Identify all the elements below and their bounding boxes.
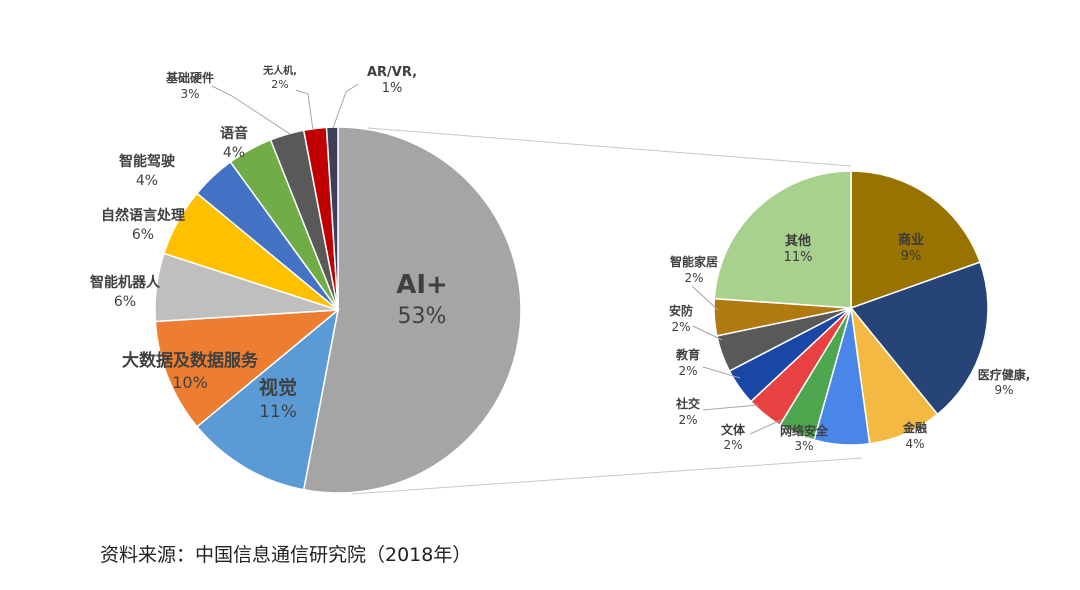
main-label-pct-6: 4% — [223, 145, 245, 161]
main-label-name-6: 语音 — [220, 125, 248, 142]
sub-label-2: 金融 4% — [902, 420, 927, 451]
sub-label-0: 商业9% — [898, 232, 924, 264]
leader-安防 — [692, 325, 723, 341]
main-label-2: 大数据及数据服务 10% — [122, 350, 259, 392]
sub-label-pct-0: 9% — [901, 249, 922, 264]
main-label-1: 视觉 11% — [259, 376, 297, 422]
sub-label-pct-9: 11% — [784, 250, 813, 265]
main-label-pct-2: 10% — [172, 373, 208, 392]
main-label-pct-0: 53% — [398, 304, 447, 329]
main-pie-slice-1 — [195, 308, 340, 491]
main-label-pct-7: 3% — [180, 87, 199, 101]
sub-label-pct-2: 4% — [905, 437, 924, 451]
sub-pie-slice-9 — [713, 170, 852, 309]
main-label-name-1: 视觉 — [259, 376, 297, 399]
main-label-pct-4: 6% — [132, 227, 154, 243]
main-label-pct-9: 1% — [382, 81, 403, 96]
sub-label-pct-5: 2% — [678, 413, 697, 427]
source-note: 资料来源：中国信息通信研究院（2018年） — [100, 544, 472, 566]
leader-基础硬件 — [211, 85, 291, 135]
leader-arvr — [332, 83, 359, 129]
main-label-3: 智能机器人 6% — [89, 274, 161, 310]
leader-网络安全 — [805, 429, 809, 439]
sub-label-name-4: 文体 — [721, 422, 746, 437]
main-label-pct-1: 11% — [259, 402, 297, 422]
main-label-name-4: 自然语言处理 — [101, 207, 185, 224]
main-label-name-7: 基础硬件 — [165, 70, 214, 85]
main-label-name-3: 智能机器人 — [89, 274, 161, 291]
sub-label-8: 智能家居 2% — [669, 254, 718, 285]
sub-label-pct-6: 2% — [678, 364, 697, 378]
sub-label-5: 社交 2% — [675, 396, 700, 427]
leader-社交 — [702, 404, 759, 411]
leader-文体 — [749, 419, 782, 435]
main-label-9: AR/VR,1% — [367, 65, 417, 96]
main-label-6: 语音 4% — [220, 125, 248, 161]
sub-label-name-9: 其他 — [785, 233, 811, 249]
main-pie-slice-0 — [302, 126, 522, 494]
sub-label-name-8: 智能家居 — [669, 254, 718, 269]
leader-智能家居 — [691, 285, 719, 311]
leader-教育 — [702, 366, 741, 379]
sub-label-4: 文体2% — [721, 422, 746, 452]
main-label-name-2: 大数据及数据服务 — [122, 350, 259, 371]
connector-line-bottom — [351, 457, 863, 495]
main-pie-slice-9 — [325, 126, 339, 311]
main-label-5: 智能驾驶 4% — [118, 153, 175, 189]
sub-label-7: 安防 2% — [669, 303, 693, 334]
main-label-4: 自然语言处理 6% — [101, 207, 185, 243]
sub-pie-slice-0 — [850, 170, 982, 310]
main-label-name-0: AI+ — [396, 270, 448, 300]
main-label-name-5: 智能驾驶 — [118, 153, 175, 170]
sub-label-name-1: 医疗健康, — [978, 367, 1031, 382]
sub-label-1: 医疗健康,9% — [978, 367, 1031, 397]
sub-label-pct-8: 2% — [684, 271, 703, 285]
leader-无人机 — [295, 89, 314, 131]
main-label-name-9: AR/VR, — [367, 65, 417, 80]
sub-label-name-0: 商业 — [898, 232, 924, 248]
sub-label-pct-7: 2% — [671, 320, 690, 334]
main-label-8: 无人机,2% — [262, 64, 297, 91]
main-label-0: AI+ 53% — [396, 270, 448, 329]
sub-label-name-6: 教育 — [675, 347, 700, 362]
main-label-7: 基础硬件 3% — [165, 70, 214, 101]
sub-label-name-5: 社交 — [675, 396, 700, 411]
sub-label-pct-1: 9% — [994, 383, 1013, 397]
main-pie-slice-2 — [154, 309, 341, 428]
sub-pie-slice-1 — [849, 261, 989, 416]
main-label-pct-5: 4% — [136, 173, 158, 189]
sub-label-name-2: 金融 — [902, 420, 927, 435]
main-label-pct-3: 6% — [114, 294, 136, 310]
main-label-pct-8: 2% — [271, 78, 288, 91]
connector-line-top — [367, 127, 852, 167]
sub-label-name-7: 安防 — [669, 303, 693, 318]
sub-label-6: 教育 2% — [675, 347, 700, 378]
main-label-name-8: 无人机, — [262, 64, 297, 77]
sub-label-pct-4: 2% — [723, 438, 742, 452]
sub-label-name-3: 网络安全 — [780, 423, 829, 438]
sub-label-pct-3: 3% — [794, 439, 813, 453]
